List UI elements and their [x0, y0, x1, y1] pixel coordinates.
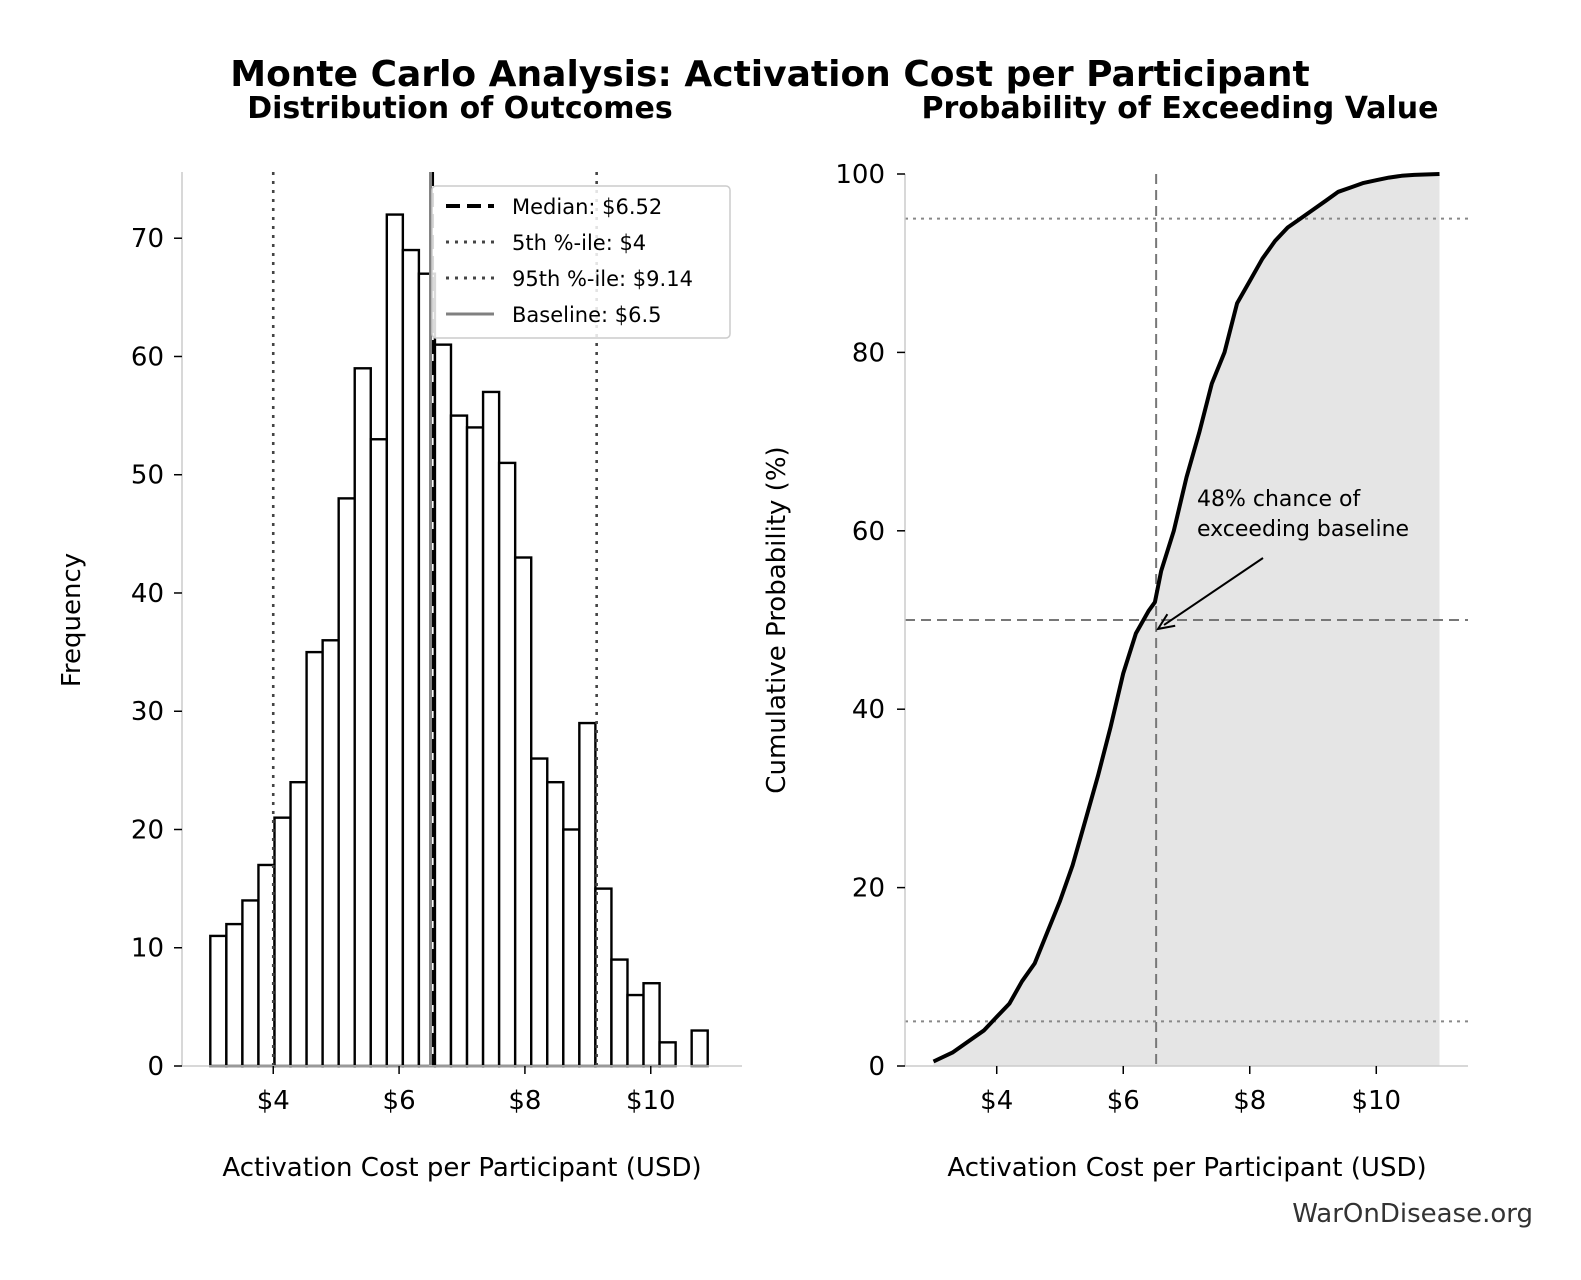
histogram-bar [273, 816, 292, 1068]
x-tick-label: $8 [508, 1086, 541, 1116]
histogram-bar [449, 414, 469, 1068]
histogram-bar [305, 650, 324, 1068]
y-tick-label: 60 [852, 517, 885, 547]
histogram-bar [642, 982, 661, 1068]
histogram-bar [546, 780, 565, 1068]
histogram-bar [497, 461, 517, 1068]
legend-box [431, 185, 731, 339]
histogram-bar [594, 887, 613, 1068]
legend-entry: Median: $6.52 [512, 195, 662, 219]
histogram-bar [289, 780, 308, 1068]
x-axis-label: Activation Cost per Participant (USD) [222, 1153, 701, 1183]
y-tick-label: 10 [131, 934, 164, 964]
x-tick-label: $4 [980, 1086, 1013, 1116]
x-tick-label: $6 [383, 1086, 416, 1116]
histogram-bar [658, 1041, 677, 1068]
histogram-bar [337, 497, 356, 1068]
histogram-bar [241, 899, 260, 1068]
histogram-bar [481, 390, 501, 1068]
y-axis-label: Cumulative Probability (%) [762, 446, 792, 793]
histogram-bar [513, 556, 533, 1068]
y-tick-label: 30 [131, 697, 164, 727]
y-tick-label: 40 [131, 579, 164, 609]
y-axis-label: Frequency [57, 553, 87, 687]
histogram-bar [209, 934, 228, 1068]
y-tick-label: 100 [835, 160, 885, 190]
legend-entry: 5th %-ile: $4 [512, 231, 646, 255]
x-axis-label: Activation Cost per Participant (USD) [947, 1153, 1426, 1183]
legend-entry: 95th %-ile: $9.14 [512, 267, 693, 291]
cdf-plot: 0 20 40 60 80 100 $4 $6 $8 $10 Activation Cost per… [762, 160, 1468, 1183]
annotation-arrow-head [1155, 613, 1176, 631]
histogram-title: Distribution of Outcomes [247, 91, 673, 126]
x-tick-label: $6 [1107, 1086, 1140, 1116]
cdf-title: Probability of Exceeding Value [921, 91, 1438, 126]
histogram-bar [385, 213, 405, 1068]
histogram-bar [610, 958, 629, 1068]
histogram-bar [626, 993, 645, 1068]
histogram-bar [690, 1029, 709, 1068]
histogram-bar [353, 367, 372, 1068]
x-tick-label: $8 [1233, 1086, 1266, 1116]
y-tick-label: 40 [852, 695, 885, 725]
y-tick-label: 20 [852, 874, 885, 904]
histogram-bar [225, 922, 244, 1068]
legend-entry: Baseline: $6.5 [512, 303, 662, 327]
y-tick-label: 80 [852, 338, 885, 368]
y-tick-label: 50 [131, 461, 164, 491]
x-tick-label: $10 [1351, 1086, 1401, 1116]
histogram-bar [562, 828, 581, 1068]
cdf-line [932, 172, 1440, 1064]
y-tick-label: 70 [131, 224, 164, 254]
histogram-bar [465, 426, 485, 1068]
x-tick-label: $4 [257, 1086, 290, 1116]
histogram-bar [321, 639, 340, 1068]
annotation-text-line2: exceeding baseline [1197, 517, 1409, 542]
annotation-text-line1: 48% chance of [1197, 487, 1361, 512]
histogram-bar [530, 757, 549, 1068]
y-tick-label: 0 [147, 1052, 164, 1082]
histogram-bar [401, 248, 421, 1068]
histogram-bar [578, 721, 597, 1068]
y-tick-label: 20 [131, 815, 164, 845]
y-tick-label: 60 [131, 342, 164, 372]
histogram-bar [369, 438, 389, 1068]
y-tick-label: 0 [868, 1052, 885, 1082]
footer-watermark: WarOnDisease.org [1292, 1199, 1533, 1229]
histogram-bar [433, 343, 453, 1068]
figure-title: Monte Carlo Analysis: Activation Cost pe… [230, 54, 1309, 95]
histogram-plot: 0 10 20 30 40 50 60 70 $4 $6 $8 $10 Activation Cost … [57, 172, 742, 1183]
x-tick-label: $10 [626, 1086, 676, 1116]
annotation-arrow-shaft [1163, 557, 1264, 626]
